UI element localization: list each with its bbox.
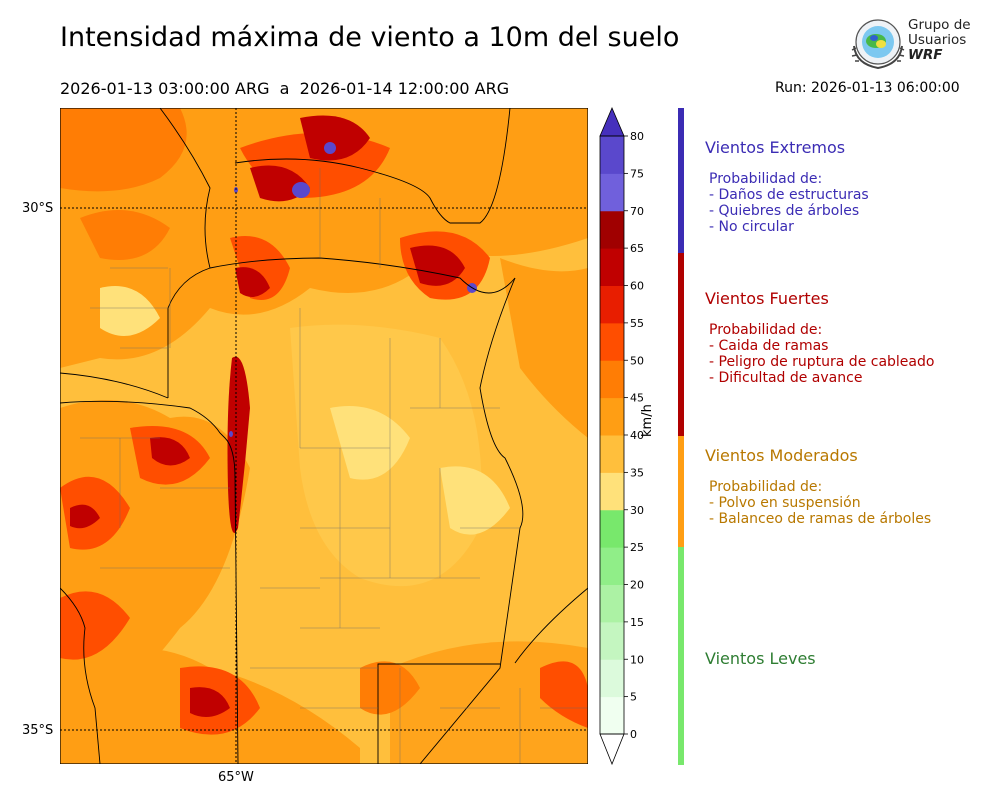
lat-label-35s: 35°S	[22, 723, 54, 738]
colorbar-tick-label: 45	[630, 392, 644, 405]
category-title: Vientos Moderados	[705, 446, 858, 465]
colorbar-tick-label: 60	[630, 280, 644, 293]
prob-label: Probabilidad de:	[709, 322, 823, 338]
colorbar-tick-label: 20	[630, 579, 644, 592]
colorbar-tick-label: 10	[630, 653, 644, 666]
colorbar-tick-label: 35	[630, 466, 644, 479]
logo-text: Grupo de Usuarios WRF	[908, 18, 971, 63]
category-bar-moderate	[678, 436, 684, 547]
category-extreme: Vientos Extremos Probabilidad de: - Daño…	[705, 138, 869, 235]
colorbar-extend-max	[599, 106, 625, 137]
list-item: - Quiebres de árboles	[709, 203, 860, 219]
colorbar-tick-label: 0	[630, 728, 637, 741]
lon-label-65w: 65°W	[218, 770, 254, 785]
category-moderate: Vientos Moderados Probabilidad de: - Pol…	[705, 446, 931, 527]
list-item: - Polvo en suspensión	[709, 495, 861, 511]
colorbar-band	[600, 547, 624, 585]
colorbar-band	[600, 173, 624, 212]
colorbar-band	[600, 248, 624, 286]
colorbar-band	[600, 435, 624, 473]
period-end: 2026-01-14 12:00:00 ARG	[299, 79, 510, 98]
colorbar-band	[600, 210, 624, 249]
category-title: Vientos Fuertes	[705, 289, 829, 308]
colorbar-band	[600, 322, 624, 361]
wind-map	[60, 108, 588, 764]
run-time: Run: 2026-01-13 06:00:00	[775, 80, 960, 96]
colorbar-tick-label: 80	[630, 130, 644, 143]
colorbar-band	[600, 584, 624, 623]
globe-emblem-icon	[851, 19, 905, 70]
period-start: 2026-01-13 03:00:00 ARG	[60, 79, 270, 98]
colorbar: 0 5 10 15 20 25 30 35 40 45 50 55 60 65 70 75 80	[599, 106, 644, 766]
logo-line1: Grupo de	[908, 17, 971, 33]
list-item: - Peligro de ruptura de cableado	[709, 354, 935, 370]
category-bar-extreme	[678, 108, 684, 253]
colorbar-tick-label: 5	[630, 691, 637, 704]
category-title: Vientos Leves	[705, 649, 816, 668]
category-description: Probabilidad de: - Caida de ramas - Peli…	[705, 322, 934, 386]
colorbar-tick-label: 50	[630, 354, 644, 367]
logo-line2: Usuarios	[908, 32, 967, 48]
colorbar-unit-label: km/h	[640, 404, 655, 437]
colorbar-tick-label: 55	[630, 317, 644, 330]
category-title: Vientos Extremos	[705, 138, 846, 157]
logo-line3: WRF	[908, 47, 943, 63]
list-item: - Daños de estructuras	[709, 187, 869, 203]
colorbar-band	[600, 472, 624, 511]
prob-label: Probabilidad de:	[709, 479, 823, 495]
list-item: - Dificultad de avance	[709, 370, 863, 386]
category-bar-light	[678, 547, 684, 765]
colorbar-tick-label: 15	[630, 616, 644, 629]
category-description: Probabilidad de: - Daños de estructuras …	[705, 171, 869, 235]
period-sep: a	[279, 79, 290, 98]
list-item: - Caida de ramas	[709, 338, 829, 354]
forecast-period: 2026-01-13 03:00:00 ARG a 2026-01-14 12:…	[60, 79, 509, 98]
category-light: Vientos Leves	[705, 649, 816, 668]
list-item: - Balanceo de ramas de árboles	[709, 511, 932, 527]
colorbar-tick-label: 25	[630, 541, 644, 554]
prob-label: Probabilidad de:	[709, 171, 823, 187]
colorbar-band	[600, 136, 624, 174]
lat-label-30s: 30°S	[22, 201, 54, 216]
category-strong: Vientos Fuertes Probabilidad de: - Caida…	[705, 289, 934, 386]
colorbar-tick-label: 30	[630, 504, 644, 517]
colorbar-band	[600, 397, 624, 436]
colorbar-band	[600, 621, 624, 660]
colorbar-band	[600, 360, 624, 399]
colorbar-band	[600, 659, 624, 698]
category-description: Probabilidad de: - Polvo en suspensión -…	[705, 479, 931, 527]
colorbar-band	[600, 509, 624, 548]
colorbar-tick-label: 40	[630, 429, 644, 442]
map-title: Intensidad máxima de viento a 10m del su…	[60, 22, 680, 53]
category-bar-strong	[678, 253, 684, 436]
colorbar-tick-label: 70	[630, 205, 644, 218]
colorbar-band	[600, 696, 624, 735]
wrf-users-logo: Grupo de Usuarios WRF	[848, 16, 978, 72]
list-item: - No circular	[709, 219, 794, 235]
colorbar-extend-min	[599, 733, 625, 766]
colorbar-tick-label: 75	[630, 167, 644, 180]
colorbar-band	[600, 285, 624, 324]
colorbar-tick-label: 65	[630, 242, 644, 255]
